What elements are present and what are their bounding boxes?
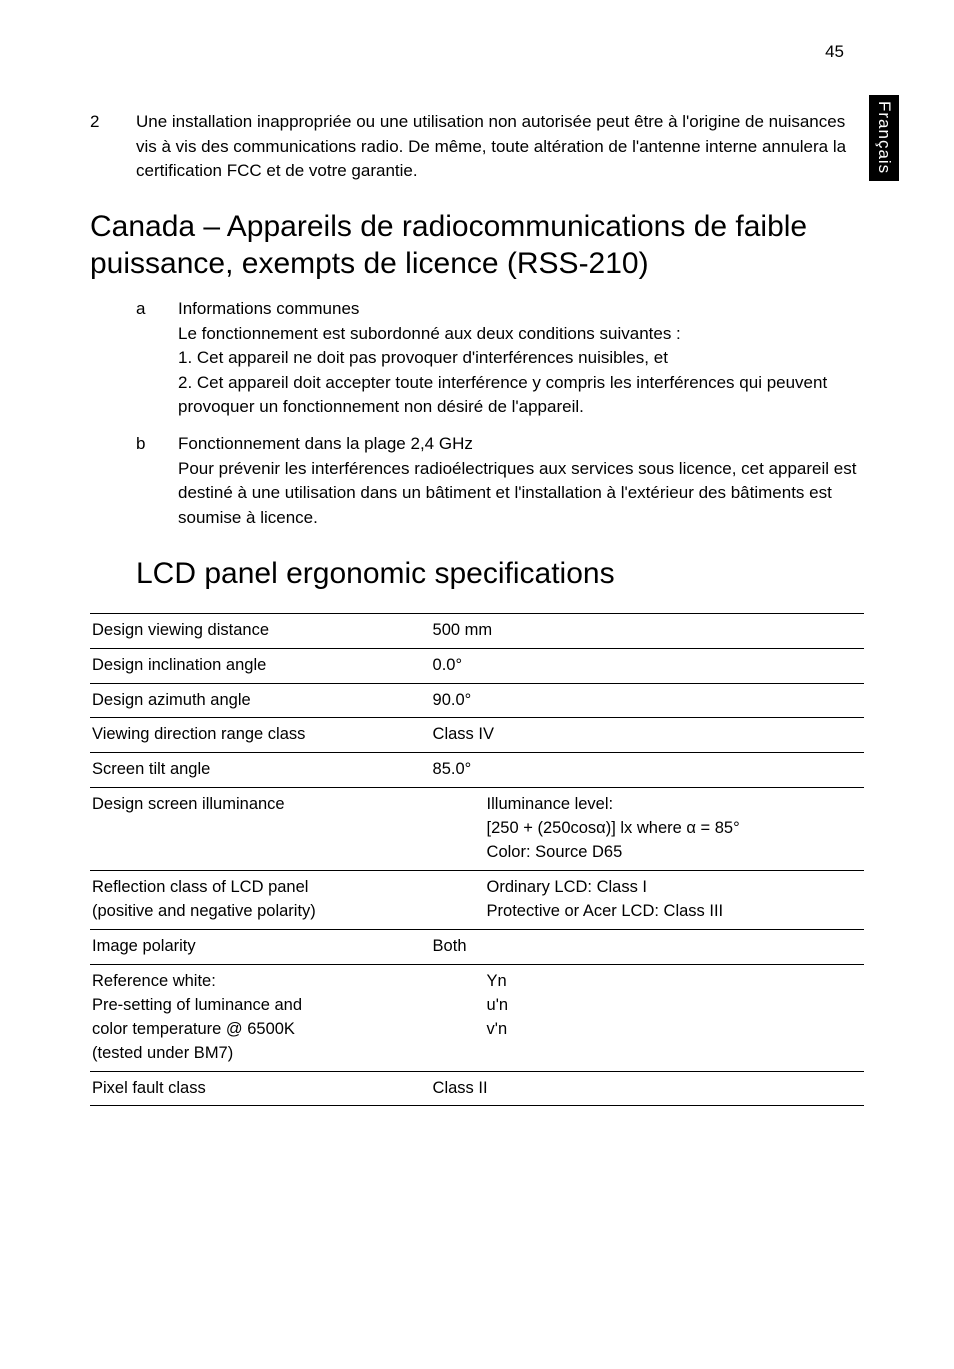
table-row: Design screen illuminance Illuminance le… xyxy=(90,788,864,871)
spec-label: Screen tilt angle xyxy=(90,753,431,788)
alpha-item-b: b Fonctionnement dans la plage 2,4 GHz P… xyxy=(136,432,864,531)
table-row: Image polarity Both xyxy=(90,929,864,964)
spec-label-line: Pre-setting of luminance and xyxy=(92,996,302,1014)
language-tab-label: Français xyxy=(874,101,894,174)
alpha-a-title: Informations communes xyxy=(178,297,864,322)
alpha-b-title: Fonctionnement dans la plage 2,4 GHz xyxy=(178,432,864,457)
alpha-a-line2: 1. Cet appareil ne doit pas provoquer d'… xyxy=(178,346,864,371)
table-row: Reference white: Pre-setting of luminanc… xyxy=(90,964,864,1071)
spec-value: Illuminance level: [250 + (250cosα)] lx … xyxy=(431,788,864,871)
spec-value-line: Yn xyxy=(433,970,862,994)
spec-label-line: Reflection class of LCD panel xyxy=(92,878,308,896)
spec-value-line: [250 + (250cosα)] lx where α = 85° xyxy=(433,817,862,841)
spec-label: Design inclination angle xyxy=(90,648,431,683)
spec-label-line: (tested under BM7) xyxy=(92,1044,233,1062)
table-row: Viewing direction range class Class IV xyxy=(90,718,864,753)
spec-value-line: v'n xyxy=(433,1018,862,1042)
spec-value: Both xyxy=(431,929,864,964)
spec-label-line: color temperature @ 6500K xyxy=(92,1020,295,1038)
spec-table: Design viewing distance 500 mm Design in… xyxy=(90,613,864,1107)
heading-lcd: LCD panel ergonomic specifications xyxy=(136,557,864,591)
table-row: Design azimuth angle 90.0° xyxy=(90,683,864,718)
spec-label: Design screen illuminance xyxy=(90,788,431,871)
spec-value: Ordinary LCD: Class I Protective or Acer… xyxy=(431,871,864,930)
spec-label: Reference white: Pre-setting of luminanc… xyxy=(90,964,431,1071)
page-content: 2 Une installation inappropriée ou une u… xyxy=(90,110,864,1106)
alpha-body: Fonctionnement dans la plage 2,4 GHz Pou… xyxy=(178,432,864,531)
spec-label: Pixel fault class xyxy=(90,1071,431,1106)
table-row: Design viewing distance 500 mm xyxy=(90,613,864,648)
alpha-letter: b xyxy=(136,432,154,531)
alpha-b-text: Pour prévenir les interférences radioéle… xyxy=(178,457,864,531)
spec-value: Class IV xyxy=(431,718,864,753)
spec-value: 90.0° xyxy=(431,683,864,718)
spec-value-line: Ordinary LCD: Class I xyxy=(433,876,862,900)
spec-value-line: Illuminance level: xyxy=(433,793,862,817)
alpha-a-line3: 2. Cet appareil doit accepter toute inte… xyxy=(178,371,864,420)
spec-value-line: Color: Source D65 xyxy=(433,841,862,865)
numbered-item-2: 2 Une installation inappropriée ou une u… xyxy=(90,110,864,184)
alpha-list: a Informations communes Le fonctionnemen… xyxy=(136,297,864,531)
spec-label: Design viewing distance xyxy=(90,613,431,648)
spec-label-line: Reference white: xyxy=(92,972,216,990)
spec-value-line: Protective or Acer LCD: Class III xyxy=(433,900,862,924)
table-row: Screen tilt angle 85.0° xyxy=(90,753,864,788)
spec-value-line: u'n xyxy=(433,994,862,1018)
spec-label: Reflection class of LCD panel (positive … xyxy=(90,871,431,930)
table-row: Pixel fault class Class II xyxy=(90,1071,864,1106)
alpha-letter: a xyxy=(136,297,154,420)
table-row: Design inclination angle 0.0° xyxy=(90,648,864,683)
spec-value: Class II xyxy=(431,1071,864,1106)
spec-value: Yn u'n v'n xyxy=(431,964,864,1071)
spec-value: 85.0° xyxy=(431,753,864,788)
language-tab: Français xyxy=(869,95,899,181)
alpha-item-a: a Informations communes Le fonctionnemen… xyxy=(136,297,864,420)
spec-label: Viewing direction range class xyxy=(90,718,431,753)
heading-canada: Canada – Appareils de radiocommunication… xyxy=(90,208,864,283)
item-text: Une installation inappropriée ou une uti… xyxy=(136,110,864,184)
spec-label: Design azimuth angle xyxy=(90,683,431,718)
alpha-body: Informations communes Le fonctionnement … xyxy=(178,297,864,420)
table-row: Reflection class of LCD panel (positive … xyxy=(90,871,864,930)
item-number: 2 xyxy=(90,110,108,184)
spec-label-line: (positive and negative polarity) xyxy=(92,902,316,920)
alpha-a-line1: Le fonctionnement est subordonné aux deu… xyxy=(178,322,864,347)
spec-value: 500 mm xyxy=(431,613,864,648)
spec-label: Image polarity xyxy=(90,929,431,964)
spec-value: 0.0° xyxy=(431,648,864,683)
page-number: 45 xyxy=(825,42,844,62)
